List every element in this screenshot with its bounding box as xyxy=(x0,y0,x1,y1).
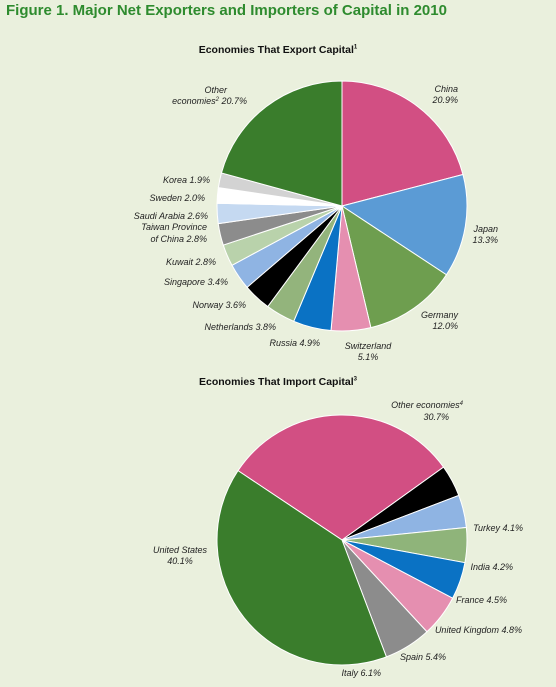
slice-label-korea: Korea 1.9% xyxy=(163,175,210,185)
slice-label-switzerland-line1: Switzerland xyxy=(345,341,393,351)
pie-slice-other-economies xyxy=(237,414,445,541)
slice-label-taiwan-province-of-china-line2: of China 2.8% xyxy=(150,234,207,244)
pie-slice-japan xyxy=(340,173,468,276)
pie-slice-germany xyxy=(341,204,448,329)
slice-label-norway: Norway 3.6% xyxy=(192,300,246,310)
slice-label-saudi-arabia: Saudi Arabia 2.6% xyxy=(134,211,208,221)
slice-label-japan-value: 13.3% xyxy=(472,235,498,245)
slice-label-united-kingdom: United Kingdom 4.8% xyxy=(435,625,522,635)
slice-label-united-states-line1: United States xyxy=(153,545,208,555)
slice-label-kuwait: Kuwait 2.8% xyxy=(166,257,216,267)
slice-label-switzerland-value: 5.1% xyxy=(358,352,379,362)
slice-label-other-economies-line2: economies2 20.7% xyxy=(172,96,247,106)
slice-label-germany-value: 12.0% xyxy=(432,321,458,331)
import-pie-title: Economies That Import Capital3 xyxy=(199,376,357,388)
pie-slice-other-economies xyxy=(220,80,343,207)
slice-label-china-line1: China xyxy=(434,84,458,94)
slice-label-other-economies-line1: Other economies4 xyxy=(391,400,464,410)
pie-slice-united-states xyxy=(216,469,388,666)
slice-label-italy: Italy 6.1% xyxy=(341,668,381,678)
slice-label-sweden: Sweden 2.0% xyxy=(149,193,205,203)
slice-label-japan-line1: Japan xyxy=(472,224,498,234)
slice-label-netherlands: Netherlands 3.8% xyxy=(204,322,276,332)
slice-label-singapore: Singapore 3.4% xyxy=(164,277,228,287)
slice-label-united-states-value: 40.1% xyxy=(167,556,193,566)
slice-label-turkey: Turkey 4.1% xyxy=(473,523,523,533)
slice-label-china-value: 20.9% xyxy=(431,95,458,105)
slice-label-france: France 4.5% xyxy=(456,595,507,605)
export-pie xyxy=(216,80,468,332)
slice-label-spain: Spain 5.4% xyxy=(400,652,446,662)
slice-label-other-economies-value: 30.7% xyxy=(423,412,449,422)
slice-label-india: India 4.2% xyxy=(470,562,513,572)
export-pie-title: Economies That Export Capital1 xyxy=(198,44,358,56)
figure-title: Figure 1. Major Net Exporters and Import… xyxy=(6,2,447,19)
slice-label-taiwan-province-of-china-line1: Taiwan Province xyxy=(141,222,207,232)
slice-label-germany-line1: Germany xyxy=(421,310,459,320)
slice-label-other-economies-line1: Other xyxy=(204,85,228,95)
slice-label-russia: Russia 4.9% xyxy=(269,338,320,348)
pie-slice-china xyxy=(341,80,464,207)
import-pie xyxy=(216,414,468,666)
